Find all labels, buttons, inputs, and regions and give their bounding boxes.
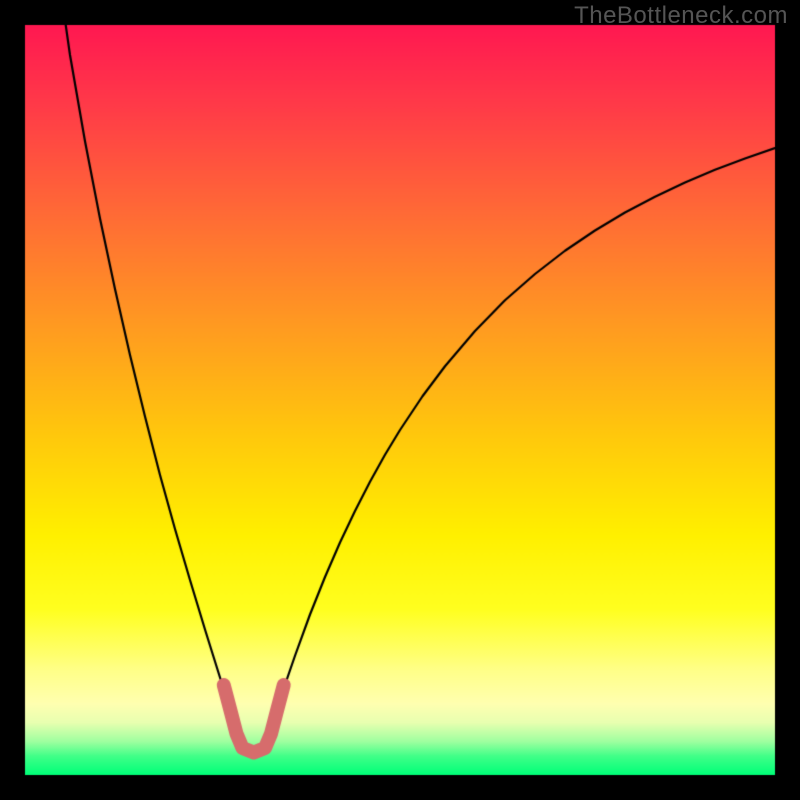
chart-stage: TheBottleneck.com — [0, 0, 800, 800]
watermark-text: TheBottleneck.com — [574, 2, 788, 30]
bottleneck-curve-plot — [0, 0, 800, 800]
